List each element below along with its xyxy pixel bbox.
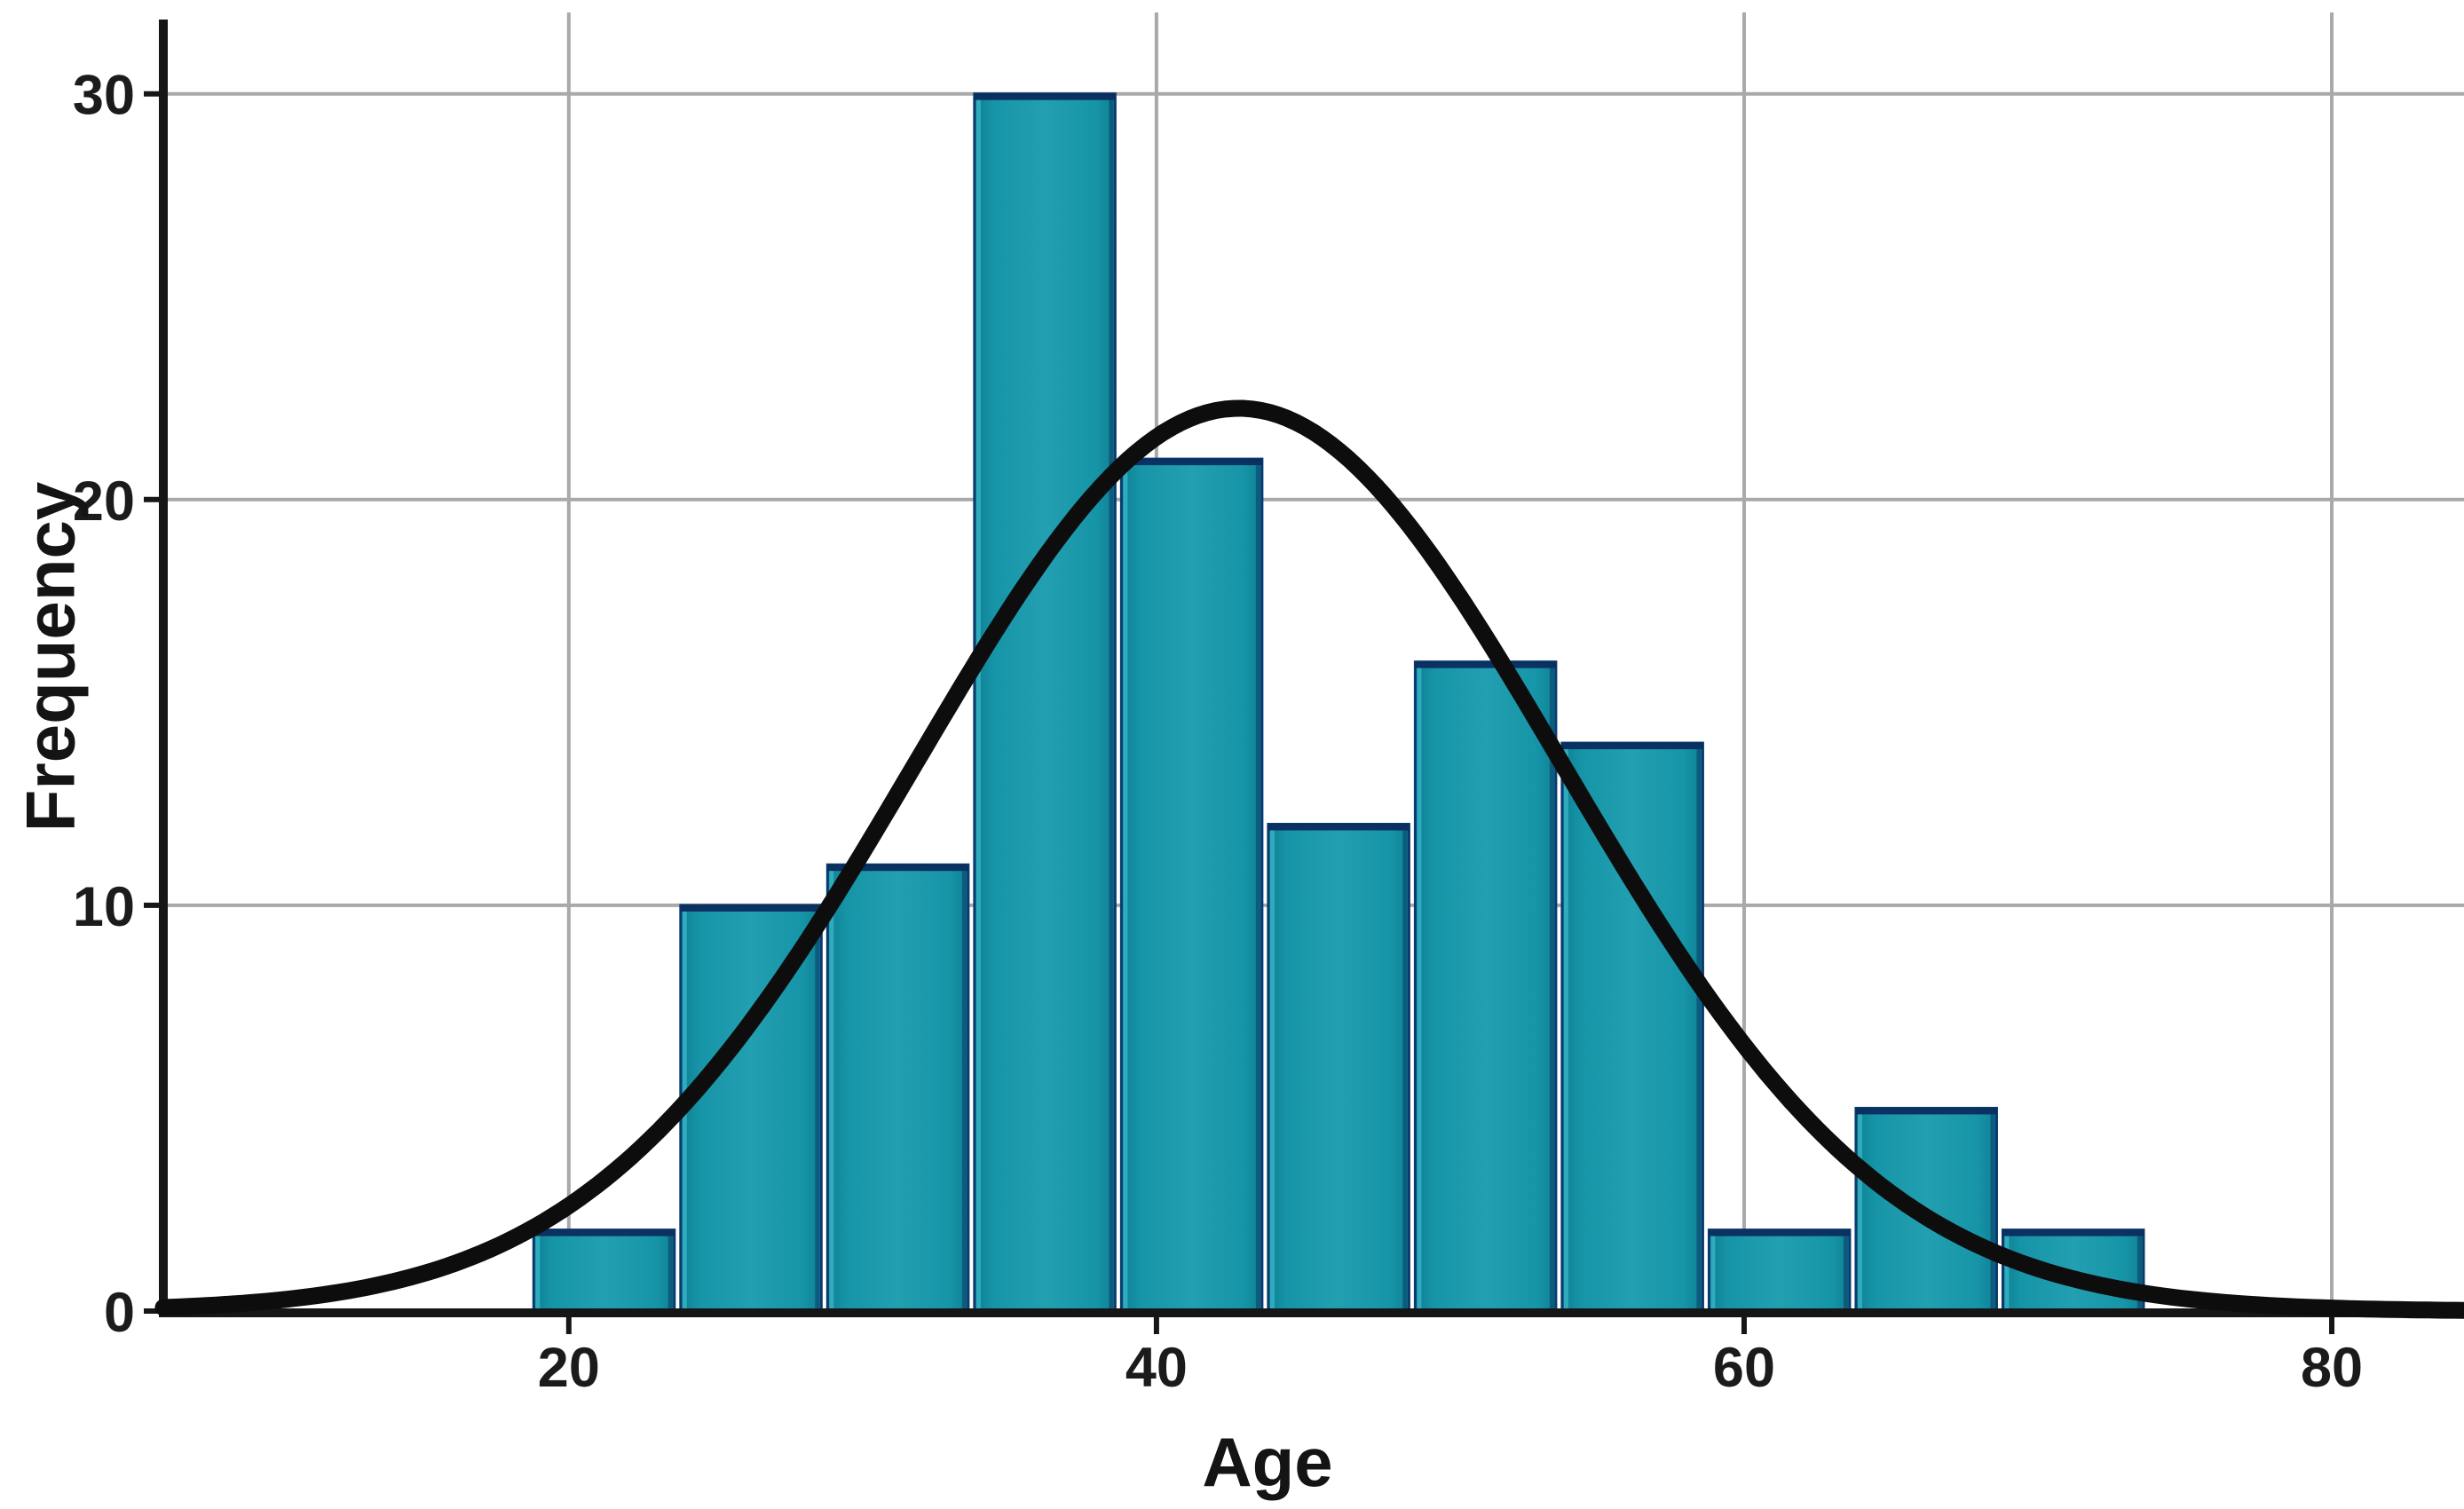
histogram-bar	[1267, 822, 1410, 1313]
histogram-bar-left-highlight	[1417, 668, 1422, 1311]
histogram-bar-top-edge	[1415, 661, 1556, 668]
histogram-bar-right-shade	[1549, 668, 1554, 1311]
histogram-bar-top-edge	[2002, 1229, 2144, 1236]
histogram-bar-top-edge	[1268, 824, 1410, 831]
histogram-bar-top-edge	[680, 905, 822, 912]
x-tick-label: 40	[1125, 1337, 1188, 1399]
histogram-bar-right-shade	[815, 911, 820, 1311]
histogram-bar-left-highlight	[1857, 1114, 1862, 1311]
y-tick-label: 0	[104, 1282, 135, 1344]
y-tick-label: 20	[73, 470, 135, 533]
histogram-bar-top-edge	[1121, 459, 1262, 466]
x-tick-label: 60	[1713, 1337, 1775, 1399]
histogram-bar	[1560, 741, 1704, 1313]
histogram-bar-left-highlight	[1269, 830, 1275, 1311]
y-tick-label: 30	[73, 65, 135, 127]
histogram-bar-right-shade	[1843, 1236, 1848, 1311]
histogram-bar-left-highlight	[975, 99, 981, 1311]
histogram-bar-right-shade	[1402, 830, 1408, 1311]
histogram-bar-left-highlight	[829, 871, 834, 1311]
histogram-bar-top-edge	[827, 865, 968, 872]
histogram-bar-top-edge	[1709, 1229, 1850, 1236]
histogram-bar	[973, 92, 1117, 1313]
y-axis-title: Frequency	[11, 481, 90, 833]
histogram-bar	[1413, 660, 1558, 1313]
histogram-bar-right-shade	[1109, 99, 1114, 1311]
histogram-bar-top-edge	[1855, 1108, 1997, 1115]
histogram-bar	[532, 1229, 676, 1313]
histogram-bar	[825, 863, 970, 1313]
histogram-bar-left-highlight	[535, 1236, 541, 1311]
histogram-bar	[1707, 1229, 1852, 1313]
y-tick-label: 10	[73, 876, 135, 938]
histogram-bar-top-edge	[974, 93, 1116, 100]
histogram-bar-right-shade	[2136, 1236, 2142, 1311]
x-tick-label: 80	[2301, 1337, 2363, 1399]
histogram-bar-top-edge	[1561, 743, 1703, 750]
histogram-bar-right-shade	[1696, 749, 1702, 1311]
histogram-bar-left-highlight	[1563, 749, 1568, 1311]
histogram-bar-top-edge	[533, 1229, 675, 1236]
histogram-bar-right-shade	[1990, 1114, 1995, 1311]
histogram-bar-right-shade	[961, 871, 967, 1311]
histogram-bar-left-highlight	[2004, 1236, 2010, 1311]
x-axis-title: Age	[1202, 1423, 1333, 1501]
histogram-bar-right-shade	[667, 1236, 673, 1311]
histogram-bar-left-highlight	[1710, 1236, 1716, 1311]
histogram-bar	[1119, 457, 1264, 1313]
normal-curve	[154, 399, 2464, 1319]
histogram-bar-right-shade	[1255, 465, 1260, 1311]
x-tick-label: 20	[538, 1337, 600, 1399]
histogram-bar-left-highlight	[1123, 465, 1128, 1311]
